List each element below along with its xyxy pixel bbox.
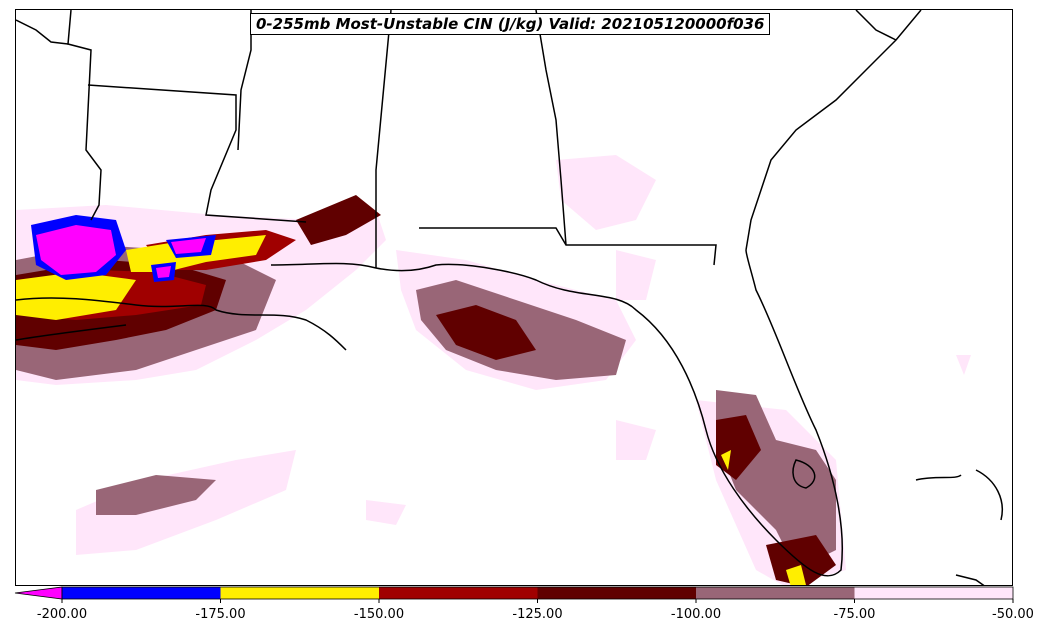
cin-fill-layer <box>16 155 971 585</box>
colorbar-tick-label: -50.00 <box>992 607 1034 622</box>
colorbar-extend-triangle <box>14 586 63 600</box>
colorbar-segment-0 <box>62 587 221 599</box>
colorbar-tick-label: -75.00 <box>833 607 876 622</box>
colorbar-segment-5 <box>854 587 1013 599</box>
colorbar-tick-label: -175.00 <box>195 607 246 622</box>
colorbar-tick-label: -150.00 <box>353 607 405 622</box>
colorbar-tick-label: -125.00 <box>512 607 563 622</box>
map-title: 0-255mb Most-Unstable CIN (J/kg) Valid: … <box>250 13 771 35</box>
boundary-lines <box>16 10 1003 585</box>
colorbar-tick-label: -200.00 <box>36 607 88 622</box>
colorbar-segment-1 <box>220 587 379 599</box>
map-panel <box>15 9 1013 586</box>
cin-map <box>16 10 1003 585</box>
colorbar-segment-2 <box>379 587 538 599</box>
colorbar <box>14 586 1014 603</box>
colorbar-segment-3 <box>537 587 696 599</box>
colorbar-segment-4 <box>696 587 855 599</box>
colorbar-tick-label: -100.00 <box>670 607 722 622</box>
